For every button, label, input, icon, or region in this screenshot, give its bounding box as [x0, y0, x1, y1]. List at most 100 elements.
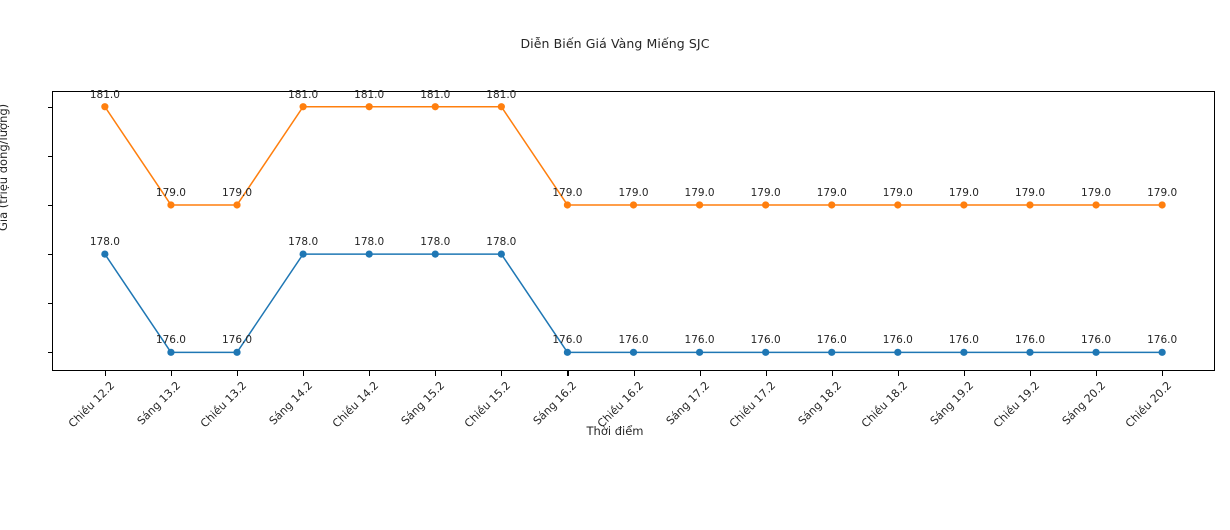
- data-point-marker: [497, 250, 505, 258]
- x-tick-mark: [1096, 371, 1098, 376]
- point-value-label: 176.0: [750, 334, 781, 347]
- data-point-marker: [299, 103, 307, 111]
- point-value-label: 176.0: [948, 334, 979, 347]
- data-point-marker: [1026, 201, 1034, 209]
- x-tick-mark: [963, 371, 965, 376]
- point-value-label: 179.0: [750, 186, 781, 199]
- point-value-label: 176.0: [618, 334, 649, 347]
- y-tick-mark: [47, 254, 52, 256]
- data-point-marker: [233, 348, 241, 356]
- x-tick-mark: [170, 371, 173, 376]
- data-point-marker: [563, 348, 572, 356]
- point-value-label: 176.0: [882, 334, 913, 347]
- x-tick-mark: [699, 371, 701, 376]
- x-tick-label: Sáng 17.2: [663, 379, 712, 428]
- x-tick-label: Chiều 18.2: [858, 379, 911, 431]
- data-point-marker: [167, 201, 175, 209]
- data-point-marker: [762, 348, 770, 356]
- data-point-marker: [1158, 348, 1166, 356]
- point-value-label: 178.0: [354, 236, 385, 249]
- x-tick-mark: [237, 371, 239, 376]
- point-value-label: 179.0: [1081, 186, 1112, 199]
- x-tick-mark: [567, 371, 569, 376]
- point-value-label: 176.0: [684, 334, 715, 347]
- x-tick-mark: [765, 371, 767, 376]
- point-value-label: 178.0: [288, 236, 319, 249]
- x-tick-label: Sáng 13.2: [134, 379, 184, 428]
- data-point-marker: [629, 348, 638, 356]
- data-point-marker: [431, 250, 439, 258]
- data-point-marker: [1026, 348, 1034, 356]
- data-point-marker: [1158, 201, 1166, 209]
- data-point-marker: [365, 103, 373, 111]
- point-value-label: 179.0: [816, 186, 847, 199]
- x-tick-mark: [369, 371, 371, 376]
- x-tick-mark: [303, 371, 305, 376]
- data-point-marker: [894, 348, 902, 356]
- point-value-label: 179.0: [221, 186, 253, 199]
- x-tick-label: Chiều 19.2: [990, 379, 1043, 431]
- x-tick-mark: [897, 371, 899, 376]
- data-point-marker: [960, 201, 968, 209]
- x-axis-label: Thời điểm: [586, 424, 644, 438]
- data-point-marker: [960, 348, 968, 356]
- data-point-marker: [762, 201, 770, 209]
- y-tick-mark: [47, 303, 52, 305]
- point-value-label: 176.0: [155, 334, 186, 347]
- axes-frame: [52, 91, 1215, 371]
- data-point-marker: [497, 103, 505, 111]
- x-tick-label: Sáng 15.2: [398, 379, 448, 428]
- x-tick-mark: [831, 371, 833, 376]
- point-value-label: 176.0: [1081, 334, 1112, 347]
- x-tick-label: Chiều 17.2: [726, 379, 778, 431]
- x-tick-label: Sáng 16.2: [531, 379, 580, 428]
- y-tick-mark: [47, 155, 52, 157]
- chart-figure: Diễn Biến Giá Vàng Miếng SJC Giá (triệu …: [0, 36, 1215, 438]
- x-tick-label: Sáng 18.2: [795, 379, 844, 428]
- x-tick-label: Sáng 14.2: [266, 379, 316, 428]
- point-value-label: 179.0: [948, 186, 979, 199]
- x-tick-label: Chiều 13.2: [198, 379, 250, 431]
- x-tick-label: Chiều 15.2: [462, 379, 514, 431]
- x-tick-mark: [501, 371, 503, 376]
- point-value-label: 179.0: [155, 186, 186, 199]
- y-axis-label: Giá (triệu đồng/lượng): [0, 103, 10, 231]
- x-tick-mark: [633, 371, 635, 376]
- point-value-label: 178.0: [486, 236, 517, 249]
- data-point-marker: [894, 201, 902, 209]
- point-value-label: 176.0: [1014, 334, 1045, 347]
- data-point-marker: [365, 250, 373, 258]
- data-point-marker: [233, 201, 241, 209]
- data-point-marker: [431, 103, 439, 111]
- x-tick-label: Chiều 16.2: [594, 379, 646, 431]
- data-point-marker: [695, 348, 704, 356]
- point-value-label: 179.0: [552, 186, 583, 199]
- plot-lines: [101, 103, 1166, 356]
- point-value-label: 179.0: [684, 186, 715, 199]
- y-tick-mark: [47, 352, 52, 354]
- point-value-label: 181.0: [288, 88, 319, 101]
- point-value-label: 181.0: [354, 88, 385, 101]
- data-point-marker: [828, 348, 836, 356]
- data-point-marker: [828, 201, 836, 209]
- data-point-marker: [299, 250, 307, 258]
- point-value-label: 178.0: [89, 236, 120, 249]
- y-tick-mark: [47, 204, 52, 207]
- data-point-marker: [101, 250, 109, 258]
- point-value-label: 179.0: [882, 186, 913, 199]
- point-value-label: 181.0: [420, 88, 451, 101]
- data-point-marker: [563, 201, 572, 209]
- x-tick-mark: [435, 371, 437, 376]
- point-value-label: 176.0: [816, 334, 847, 347]
- x-tick-label: Sáng 20.2: [1059, 379, 1109, 428]
- point-value-label: 176.0: [552, 334, 583, 347]
- data-point-marker: [101, 103, 109, 111]
- x-tick-mark: [104, 371, 106, 376]
- point-value-label: 179.0: [1014, 186, 1045, 199]
- point-value-label: 176.0: [221, 334, 253, 347]
- y-tick-mark: [47, 106, 52, 108]
- x-tick-label: Chiều 20.2: [1123, 379, 1175, 431]
- point-value-label: 176.0: [1147, 334, 1178, 347]
- data-point-marker: [695, 201, 704, 209]
